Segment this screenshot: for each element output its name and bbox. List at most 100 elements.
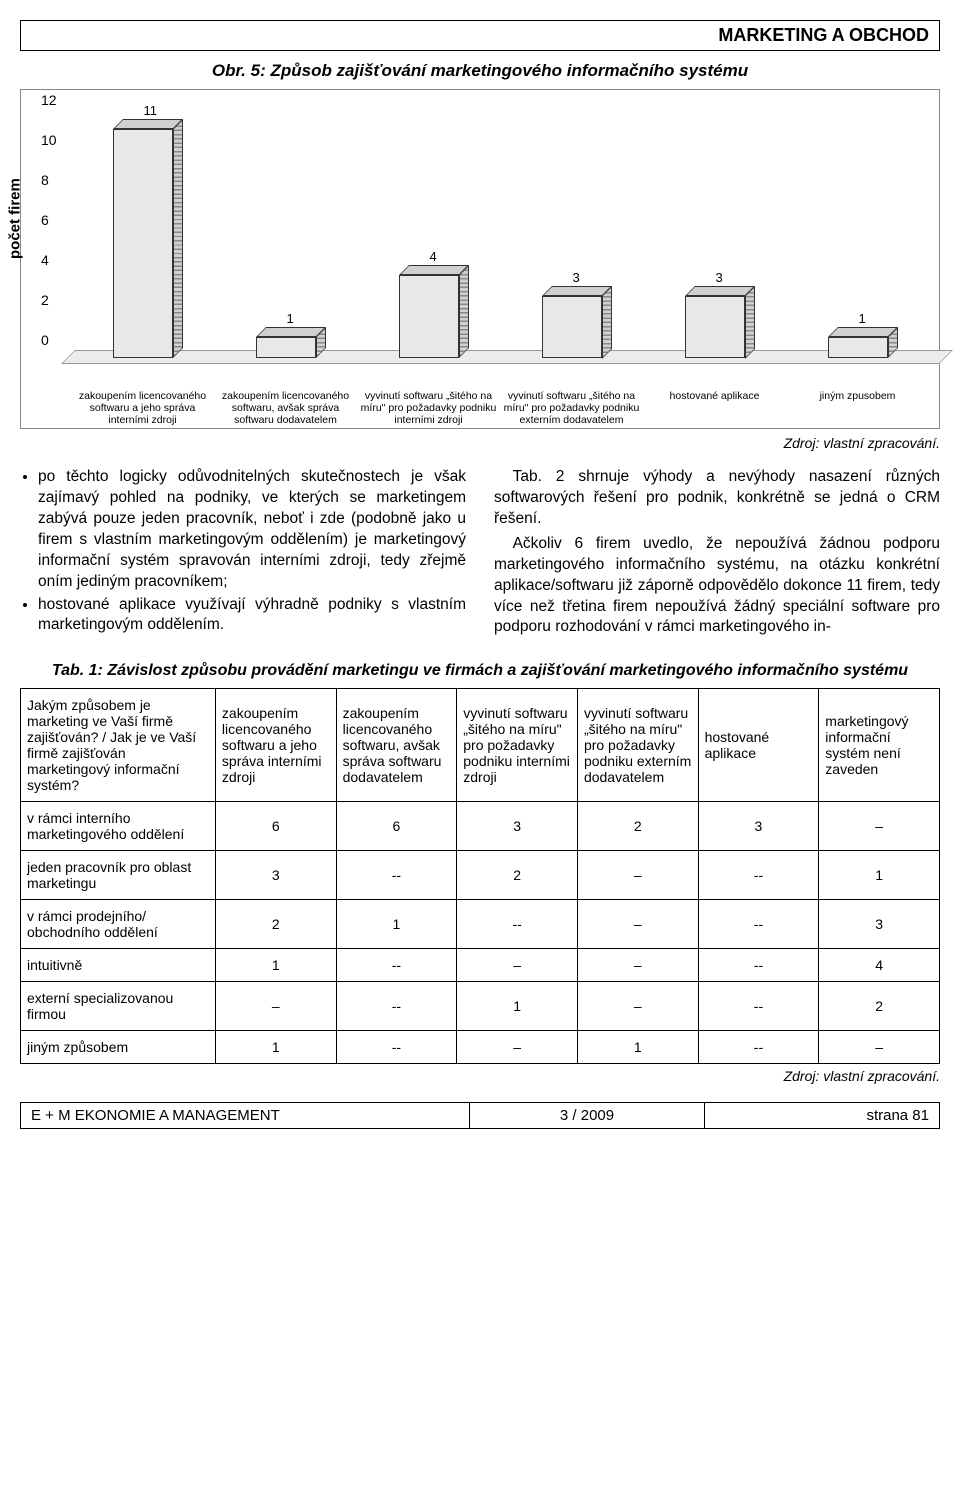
table-cell: 2 bbox=[577, 802, 698, 851]
table-cell: – bbox=[577, 851, 698, 900]
table-cell: 1 bbox=[577, 1031, 698, 1064]
table-cell: – bbox=[819, 1031, 940, 1064]
table-source: Zdroj: vlastní zpracování. bbox=[20, 1068, 940, 1084]
table-row-head: externí specializovanou firmou bbox=[21, 982, 216, 1031]
table-cell: 3 bbox=[698, 802, 819, 851]
table-cell: 6 bbox=[215, 802, 336, 851]
x-axis-label: hostované aplikace bbox=[643, 390, 786, 426]
table-cell: – bbox=[819, 802, 940, 851]
table-corner: Jakým způsobem je marketing ve Vaší firm… bbox=[21, 689, 216, 802]
chart-caption: Obr. 5: Způsob zajišťování marketingovéh… bbox=[20, 61, 940, 81]
bar-value-label: 1 bbox=[287, 311, 294, 326]
table-column-header: vyvinutí softwaru „šitého na míru" pro p… bbox=[577, 689, 698, 802]
table-cell: -- bbox=[698, 1031, 819, 1064]
bar-value-label: 3 bbox=[716, 270, 723, 285]
table-cell: – bbox=[577, 982, 698, 1031]
body-right-p1: Tab. 2 shrnuje výhody a nevýhody nasazen… bbox=[494, 467, 940, 530]
table-column-header: zakoupením licencovaného softwaru, avšak… bbox=[336, 689, 457, 802]
x-axis-label: jiným zpusobem bbox=[786, 390, 929, 426]
table-cell: – bbox=[457, 949, 578, 982]
y-tick: 8 bbox=[41, 172, 49, 188]
y-tick: 4 bbox=[41, 252, 49, 268]
table-cell: 3 bbox=[819, 900, 940, 949]
table-cell: 2 bbox=[457, 851, 578, 900]
table-row-head: v rámci prodejního/ obchodního oddělení bbox=[21, 900, 216, 949]
table-row: intuitivně1--––--4 bbox=[21, 949, 940, 982]
y-axis-label: počet firem bbox=[7, 178, 24, 259]
body-left-list: po těchto logicky odůvodnitelných skuteč… bbox=[20, 467, 466, 636]
bar-value-label: 4 bbox=[430, 249, 437, 264]
bar-slot: 1 bbox=[214, 100, 357, 358]
table-cell: -- bbox=[336, 949, 457, 982]
x-axis-label: zakoupením licencovaného softwaru a jeho… bbox=[71, 390, 214, 426]
chart-x-labels: zakoupením licencovaného softwaru a jeho… bbox=[71, 390, 929, 426]
body-text: po těchto logicky odůvodnitelných skuteč… bbox=[20, 467, 940, 642]
table-row: v rámci prodejního/ obchodního oddělení2… bbox=[21, 900, 940, 949]
table-row: jiným způsobem1--–1--– bbox=[21, 1031, 940, 1064]
bar-value-label: 1 bbox=[859, 311, 866, 326]
table-row-head: jeden pracovník pro oblast marketingu bbox=[21, 851, 216, 900]
chart-source: Zdroj: vlastní zpracování. bbox=[20, 435, 940, 451]
x-axis-label: vyvinutí softwaru „šitého na míru" pro p… bbox=[357, 390, 500, 426]
table-row-head: jiným způsobem bbox=[21, 1031, 216, 1064]
bar-value-label: 3 bbox=[573, 270, 580, 285]
table-row-head: v rámci interního marketingového oddělen… bbox=[21, 802, 216, 851]
bar-slot: 3 bbox=[643, 100, 786, 358]
y-tick: 6 bbox=[41, 212, 49, 228]
data-table: Jakým způsobem je marketing ve Vaší firm… bbox=[20, 688, 940, 1064]
body-bullet: po těchto logicky odůvodnitelných skuteč… bbox=[38, 467, 466, 593]
table-column-header: marketingový informační systém není zave… bbox=[819, 689, 940, 802]
y-tick: 10 bbox=[41, 132, 57, 148]
table-cell: – bbox=[577, 949, 698, 982]
y-tick: 2 bbox=[41, 292, 49, 308]
table-cell: -- bbox=[698, 900, 819, 949]
table-row: jeden pracovník pro oblast marketingu3--… bbox=[21, 851, 940, 900]
bar-slot: 1 bbox=[786, 100, 929, 358]
bar-value-label: 11 bbox=[144, 103, 158, 118]
footer-page: strana 81 bbox=[705, 1103, 939, 1128]
y-tick: 12 bbox=[41, 92, 57, 108]
table-cell: 2 bbox=[215, 900, 336, 949]
table-cell: -- bbox=[698, 982, 819, 1031]
footer-issue: 3 / 2009 bbox=[470, 1103, 705, 1128]
table-cell: -- bbox=[336, 1031, 457, 1064]
table-row-head: intuitivně bbox=[21, 949, 216, 982]
section-header: MARKETING A OBCHOD bbox=[20, 20, 940, 51]
table-cell: 1 bbox=[215, 949, 336, 982]
body-right-p2: Ačkoliv 6 firem uvedlo, že nepoužívá žád… bbox=[494, 534, 940, 639]
footer-journal: E + M EKONOMIE A MANAGEMENT bbox=[21, 1103, 470, 1128]
table-row: v rámci interního marketingového oddělen… bbox=[21, 802, 940, 851]
table-column-header: zakoupením licencovaného softwaru a jeho… bbox=[215, 689, 336, 802]
table-cell: – bbox=[577, 900, 698, 949]
table-cell: 3 bbox=[457, 802, 578, 851]
table-cell: 3 bbox=[215, 851, 336, 900]
table-cell: 1 bbox=[336, 900, 457, 949]
bar-slot: 3 bbox=[500, 100, 643, 358]
table-caption: Tab. 1: Závislost způsobu provádění mark… bbox=[20, 662, 940, 680]
table-column-header: hostované aplikace bbox=[698, 689, 819, 802]
table-cell: 6 bbox=[336, 802, 457, 851]
bar-slot: 4 bbox=[357, 100, 500, 358]
x-axis-label: zakoupením licencovaného softwaru, avšak… bbox=[214, 390, 357, 426]
y-tick: 0 bbox=[41, 332, 49, 348]
table-cell: 1 bbox=[457, 982, 578, 1031]
table-cell: 1 bbox=[215, 1031, 336, 1064]
table-column-header: vyvinutí softwaru „šitého na míru" pro p… bbox=[457, 689, 578, 802]
chart-container: počet firem 024681012 1114331 zakoupením… bbox=[20, 89, 940, 429]
table-cell: -- bbox=[698, 851, 819, 900]
page-footer: E + M EKONOMIE A MANAGEMENT 3 / 2009 str… bbox=[20, 1102, 940, 1129]
chart-bars: 1114331 bbox=[71, 100, 929, 358]
table-row: externí specializovanou firmou–--1–--2 bbox=[21, 982, 940, 1031]
table-cell: -- bbox=[336, 982, 457, 1031]
table-cell: 2 bbox=[819, 982, 940, 1031]
table-cell: 4 bbox=[819, 949, 940, 982]
table-cell: -- bbox=[336, 851, 457, 900]
table-cell: -- bbox=[457, 900, 578, 949]
table-cell: -- bbox=[698, 949, 819, 982]
body-bullet: hostované aplikace využívají výhradně po… bbox=[38, 595, 466, 637]
table-cell: – bbox=[215, 982, 336, 1031]
bar-slot: 11 bbox=[71, 100, 214, 358]
table-cell: 1 bbox=[819, 851, 940, 900]
table-cell: – bbox=[457, 1031, 578, 1064]
x-axis-label: vyvinutí softwaru „šitého na míru" pro p… bbox=[500, 390, 643, 426]
